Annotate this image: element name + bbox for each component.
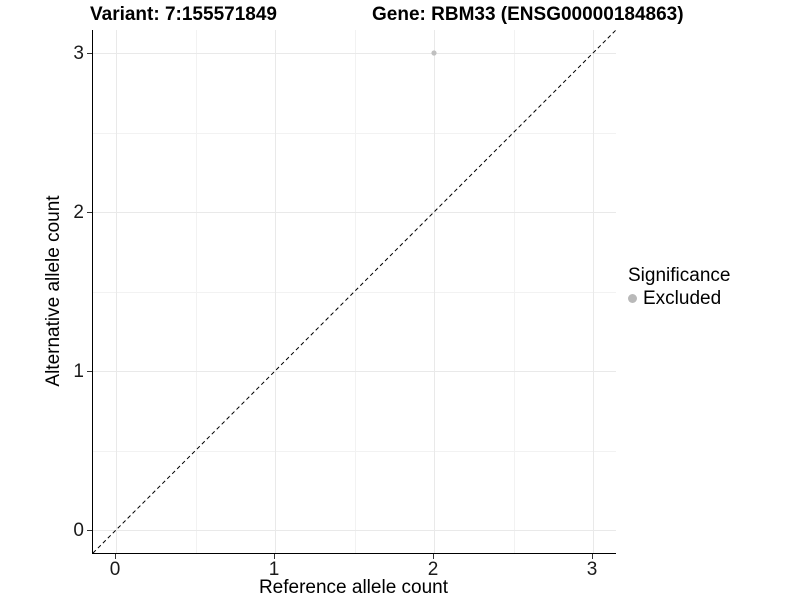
x-tick-label: 0 (109, 559, 121, 580)
major-gridline-vertical (116, 30, 117, 553)
major-gridline-vertical (275, 30, 276, 553)
y-tick-label: 1 (73, 361, 84, 382)
legend: Significance Excluded (628, 264, 730, 310)
legend-item-label: Excluded (643, 287, 722, 309)
x-tick-mark (592, 554, 593, 559)
y-tick-label: 2 (73, 202, 84, 223)
x-tick-label: 1 (268, 559, 280, 580)
plot-drawing-layer (93, 30, 616, 553)
x-axis-title: Reference allele count (258, 577, 449, 598)
minor-gridline-horizontal (93, 450, 616, 452)
y-tick-mark (87, 530, 92, 531)
major-gridline-horizontal (93, 371, 616, 372)
data-point (431, 50, 437, 56)
x-tick-mark (433, 554, 434, 559)
major-gridline-horizontal (93, 53, 616, 54)
x-tick-label: 2 (427, 559, 439, 580)
major-gridline-vertical (593, 30, 594, 553)
legend-key-dot-icon (628, 294, 637, 303)
gene-title: Gene: RBM33 (ENSG00000184863) (372, 4, 684, 25)
y-tick-mark (87, 212, 92, 213)
x-tick-label: 3 (586, 559, 598, 580)
identity-reference-line (93, 30, 616, 553)
legend-title: Significance (628, 265, 731, 286)
minor-gridline-horizontal (93, 291, 616, 293)
major-gridline-vertical (434, 30, 435, 553)
variant-title: Variant: 7:155571849 (90, 4, 277, 25)
legend-items: Excluded (628, 287, 730, 310)
major-gridline-horizontal (93, 530, 616, 531)
y-tick-label: 3 (73, 43, 84, 64)
plot-panel (92, 30, 616, 554)
legend-item: Excluded (628, 287, 730, 310)
y-tick-mark (87, 53, 92, 54)
y-axis-title: Alternative allele count (43, 195, 64, 387)
x-tick-mark (274, 554, 275, 559)
y-tick-mark (87, 371, 92, 372)
x-tick-mark (115, 554, 116, 559)
major-gridline-horizontal (93, 212, 616, 213)
y-tick-label: 0 (73, 520, 84, 541)
minor-gridline-horizontal (93, 132, 616, 134)
